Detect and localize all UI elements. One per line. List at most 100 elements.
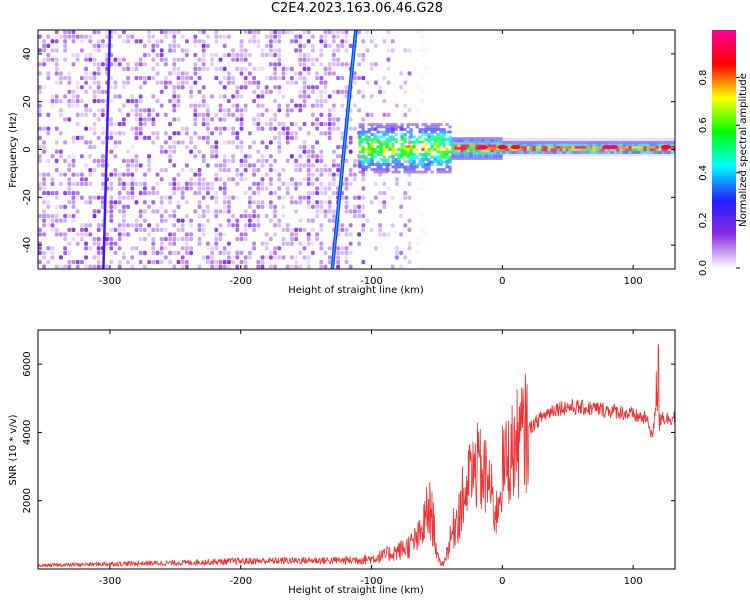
spectrogram-cell — [248, 145, 252, 150]
carrier-cell — [625, 146, 629, 149]
spectrogram-cell — [201, 66, 206, 71]
spectrogram-cell — [382, 232, 387, 237]
spectrogram-cell — [84, 89, 88, 94]
carrier-cell — [607, 141, 611, 144]
spectrogram-cell — [243, 66, 248, 71]
carrier-cell — [367, 143, 371, 146]
carrier-cell — [601, 143, 605, 147]
spectrogram-cell — [227, 223, 231, 228]
spectrogram-cell — [311, 227, 315, 232]
spectrogram-cell — [218, 250, 223, 255]
carrier-cell — [436, 168, 440, 171]
spectrogram-cell — [382, 191, 387, 196]
spectrogram-cell — [176, 57, 181, 62]
spectrogram-cell — [327, 260, 332, 265]
carrier-cell — [412, 153, 416, 156]
spectrogram-cell — [306, 264, 311, 269]
spectrogram-cell — [315, 214, 319, 219]
spectrogram-cell — [327, 122, 332, 127]
spectrogram-cell — [302, 85, 307, 90]
spectrogram-cell — [138, 163, 143, 168]
spectrogram-cell — [243, 80, 248, 85]
spectrogram-cell — [101, 131, 105, 136]
carrier-cell — [412, 163, 416, 166]
spectrogram-cell — [46, 200, 51, 205]
spectrogram-cell — [327, 218, 332, 223]
spectrogram-cell — [193, 172, 198, 177]
spectrogram-cell — [63, 191, 67, 196]
spectrogram-cell — [138, 117, 143, 122]
spectrogram-cell — [201, 85, 206, 90]
carrier-cell — [424, 153, 428, 156]
spectrogram-cell — [42, 232, 46, 237]
carrier-cell — [391, 158, 395, 161]
spectrogram-cell — [172, 94, 177, 99]
spectrogram-cell — [218, 209, 223, 214]
spectrogram-cell — [210, 53, 214, 58]
spectrogram-cell — [382, 99, 387, 104]
carrier-cell — [484, 149, 488, 153]
spectrogram-cell — [290, 76, 294, 81]
spectrogram-cell — [420, 181, 424, 186]
spectrogram-cell — [403, 195, 408, 200]
spectrogram-cell — [399, 250, 403, 255]
carrier-cell — [412, 168, 416, 171]
spectrogram-cell — [50, 223, 55, 228]
spectrogram-cell — [109, 122, 114, 127]
carrier-cell — [385, 140, 389, 144]
spectrogram-cell — [84, 140, 88, 145]
spectrogram-cell — [227, 112, 231, 117]
spectrogram-cell — [180, 186, 185, 191]
carrier-cell — [640, 146, 644, 149]
spectrogram-cell — [122, 85, 126, 90]
spectrogram-cell — [227, 168, 231, 173]
spectrogram-cell — [50, 57, 55, 62]
spectrogram-cell — [75, 99, 80, 104]
carrier-cell — [571, 151, 575, 154]
spectrogram-cell — [143, 218, 147, 223]
spectrogram-cell — [311, 250, 315, 255]
carrier-cell — [565, 143, 569, 147]
spectrogram-cell — [176, 76, 181, 81]
carrier-cell — [505, 143, 509, 147]
spectrogram-cell — [336, 89, 340, 94]
carrier-cell — [424, 143, 428, 146]
carrier-cell — [433, 128, 437, 131]
carrier-cell — [457, 144, 461, 148]
spectrogram-cell — [235, 172, 240, 177]
spectrogram-cell — [130, 34, 135, 39]
carrier-cell — [466, 154, 470, 158]
carrier-cell — [403, 145, 407, 149]
carrier-cell — [442, 140, 446, 144]
spectrogram-cell — [369, 227, 374, 232]
carrier-cell — [487, 154, 491, 158]
spectrogram-cell — [54, 80, 59, 85]
spectrogram-cell — [117, 264, 122, 269]
carrier-cell — [535, 146, 539, 149]
spectrogram-cell — [252, 241, 256, 246]
carrier-cell — [361, 138, 365, 141]
spectrogram-cell — [67, 30, 72, 35]
spectrogram-cell — [180, 140, 185, 145]
spectrogram-cell — [248, 255, 252, 260]
spectrogram-cell — [180, 191, 185, 196]
spectrogram-cell — [231, 80, 235, 85]
carrier-cell — [451, 142, 455, 145]
spectrogram-cell — [172, 71, 177, 76]
carrier-cell — [427, 138, 431, 141]
carrier-cell — [511, 141, 515, 144]
spectrogram-cell — [374, 195, 378, 200]
spectrogram-cell — [243, 85, 248, 90]
spectrogram-cell — [201, 62, 206, 67]
spectrogram-cell — [117, 94, 122, 99]
spectrogram-cell — [290, 80, 294, 85]
carrier-cell — [391, 130, 395, 134]
spectrogram-cell — [168, 181, 172, 186]
carrier-cell — [367, 148, 371, 151]
spectrogram-cell — [319, 227, 324, 232]
carrier-cell — [475, 144, 479, 148]
spectrogram-cell — [298, 53, 303, 58]
spectrogram-cell — [344, 204, 349, 209]
spectrogram-cell — [92, 168, 97, 173]
